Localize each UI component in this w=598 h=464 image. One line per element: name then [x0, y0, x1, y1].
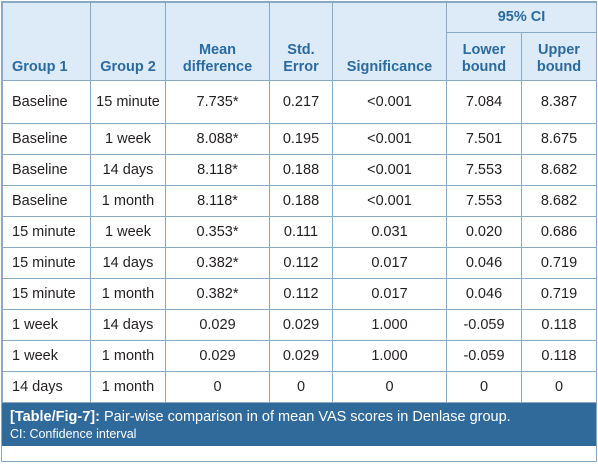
table-row: Baseline 1 month 8.118* 0.188 <0.001 7.553 8.6…: [2, 185, 597, 217]
table-cell: 0.017: [332, 278, 447, 310]
table-cell: 0: [165, 371, 270, 403]
table-cell: 0.112: [269, 278, 333, 310]
table-cell: 1 month: [90, 371, 166, 403]
comparison-table: Group 1 Group 2 Mean difference Std. Err…: [2, 2, 597, 403]
table-cell: 0: [446, 371, 522, 403]
table-cell: 7.553: [446, 185, 522, 217]
table-cell: 0.118: [521, 309, 597, 341]
table-cell: Baseline: [2, 123, 91, 155]
caption-tag: [Table/Fig-7]:: [10, 409, 100, 425]
table-row: 14 days 1 month 0 0 0 0 0: [2, 371, 597, 403]
table-cell: 1 month: [90, 278, 166, 310]
table-cell: 0.118: [521, 340, 597, 372]
table-cell: 0.382*: [165, 278, 270, 310]
table-cell: 0.686: [521, 216, 597, 248]
table-cell: 1 week: [2, 309, 91, 341]
table-cell: 8.682: [521, 154, 597, 186]
table-cell: 8.088*: [165, 123, 270, 155]
table-cell: Baseline: [2, 185, 91, 217]
caption-title: [Table/Fig-7]: Pair-wise comparison in o…: [10, 408, 588, 426]
table-cell: 0.046: [446, 278, 522, 310]
table-cell: 1.000: [332, 340, 447, 372]
table-cell: 0: [269, 371, 333, 403]
table-cell: 0.112: [269, 247, 333, 279]
table-cell: 1.000: [332, 309, 447, 341]
table-cell: 8.682: [521, 185, 597, 217]
table-row: 1 week 1 month 0.029 0.029 1.000 -0.059 0.118: [2, 340, 597, 372]
caption-note: CI: Confidence interval: [10, 427, 137, 441]
table-row: 15 minute 14 days 0.382* 0.112 0.017 0.046 0.7…: [2, 247, 597, 279]
table-cell: 14 days: [2, 371, 91, 403]
col-header-upper-bound: Upper bound: [521, 32, 597, 81]
table-cell: <0.001: [332, 123, 447, 155]
table-row: 15 minute 1 week 0.353* 0.111 0.031 0.020 0.68…: [2, 216, 597, 248]
table-cell: 1 week: [90, 216, 166, 248]
table-row: Baseline 15 minute 7.735* 0.217 <0.001 7.084 8…: [2, 80, 597, 124]
table-cell: <0.001: [332, 154, 447, 186]
table-cell: 15 minute: [2, 216, 91, 248]
table-row: 1 week 14 days 0.029 0.029 1.000 -0.059 0.118: [2, 309, 597, 341]
table-cell: 0.029: [269, 309, 333, 341]
table-cell: 0.046: [446, 247, 522, 279]
figure-caption: [Table/Fig-7]: Pair-wise comparison in o…: [2, 403, 596, 446]
table-cell: 15 minute: [2, 247, 91, 279]
table-row: Baseline 1 week 8.088* 0.195 <0.001 7.501 8.67…: [2, 123, 597, 155]
table-cell: 8.118*: [165, 185, 270, 217]
table-cell: 1 week: [2, 340, 91, 372]
table-header: Group 1 Group 2 Mean difference Std. Err…: [2, 2, 597, 81]
table-cell: -0.059: [446, 309, 522, 341]
table-cell: <0.001: [332, 185, 447, 217]
table-cell: 8.118*: [165, 154, 270, 186]
table-cell: 0.031: [332, 216, 447, 248]
col-header-group1: Group 1: [2, 2, 91, 81]
table-cell: 0.382*: [165, 247, 270, 279]
table-cell: 15 minute: [90, 80, 166, 124]
table-cell: 0: [332, 371, 447, 403]
table-cell: 0.195: [269, 123, 333, 155]
col-header-significance: Significance: [332, 2, 447, 81]
table-cell: 0.188: [269, 185, 333, 217]
table-cell: 1 month: [90, 185, 166, 217]
table-cell: 14 days: [90, 247, 166, 279]
table-cell: 0.719: [521, 278, 597, 310]
table-cell: 0.029: [269, 340, 333, 372]
table-row: Baseline 14 days 8.118* 0.188 <0.001 7.553 8.6…: [2, 154, 597, 186]
table-cell: 0.020: [446, 216, 522, 248]
table-cell: 1 week: [90, 123, 166, 155]
table-cell: 0.353*: [165, 216, 270, 248]
table-body: Baseline 15 minute 7.735* 0.217 <0.001 7.084 8…: [2, 80, 597, 403]
table-cell: 7.084: [446, 80, 522, 124]
header-row-bottom: Lower bound Upper bound: [3, 32, 597, 81]
table-cell: 14 days: [90, 154, 166, 186]
table-cell: 0.719: [521, 247, 597, 279]
col-header-std-error: Std. Error: [269, 2, 333, 81]
table-cell: 7.553: [446, 154, 522, 186]
table-row: 15 minute 1 month 0.382* 0.112 0.017 0.046 0.7…: [2, 278, 597, 310]
table-cell: Baseline: [2, 80, 91, 124]
table-cell: 1 month: [90, 340, 166, 372]
table-cell: 14 days: [90, 309, 166, 341]
col-header-mean-difference: Mean difference: [165, 2, 270, 81]
caption-text: Pair-wise comparison in of mean VAS scor…: [99, 409, 511, 425]
table-cell: Baseline: [2, 154, 91, 186]
table-cell: 0: [521, 371, 597, 403]
table-cell: 7.735*: [165, 80, 270, 124]
table-cell: 8.675: [521, 123, 597, 155]
table-cell: 0.217: [269, 80, 333, 124]
header-row-top: Group 1 Group 2 Mean difference Std. Err…: [2, 2, 597, 81]
table-cell: 7.501: [446, 123, 522, 155]
table-cell: 15 minute: [2, 278, 91, 310]
table-cell: 0.029: [165, 309, 270, 341]
table-cell: 8.387: [521, 80, 597, 124]
col-header-group2: Group 2: [90, 2, 166, 81]
col-header-ci: 95% CI: [446, 2, 597, 33]
table-cell: 0.017: [332, 247, 447, 279]
table-cell: 0.111: [269, 216, 333, 248]
table-cell: <0.001: [332, 80, 447, 124]
table-cell: 0.029: [165, 340, 270, 372]
col-header-lower-bound: Lower bound: [446, 32, 522, 81]
table-cell: 0.188: [269, 154, 333, 186]
table-cell: -0.059: [446, 340, 522, 372]
